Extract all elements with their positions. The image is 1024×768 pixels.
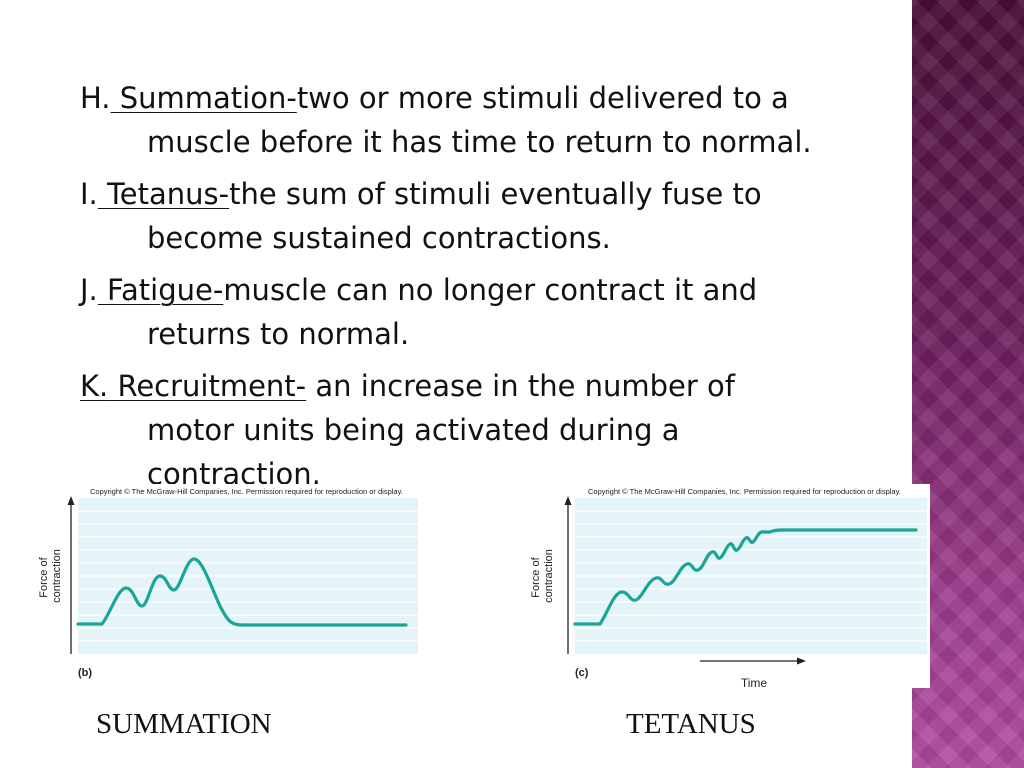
tetanus-figure: Copyright © The McGraw-Hill Companies, I… [520, 484, 930, 688]
y-axis-arrow-icon [67, 496, 75, 505]
item-marker: H. [80, 81, 111, 115]
definition-text: muscle can no longer contract it and [223, 273, 758, 307]
summation-graph: Force of contraction (b) [38, 496, 418, 679]
definition-text: the sum of stimuli eventually fuse to [229, 177, 762, 211]
caption-summation: SUMMATION [96, 708, 272, 740]
definition-item-fatigue: J. Fatigue-muscle can no longer contract… [80, 268, 920, 356]
definition-text-continued: returns to normal. [147, 317, 410, 351]
tetanus-graph: Force of contraction (c) Time [530, 496, 927, 688]
force-trace [573, 528, 918, 626]
y-axis-label-line1: Force of [530, 556, 542, 597]
y-axis-label-line2: contraction [51, 549, 63, 603]
y-axis-label-line2: contraction [543, 549, 555, 603]
definition-item-recruitment: K. Recruitment- an increase in the numbe… [80, 364, 920, 496]
term-recruitment: Recruitment- [108, 369, 307, 403]
definition-text-continued: become sustained contractions. [147, 221, 611, 255]
force-trace [76, 557, 408, 627]
y-axis-label-line1: Force of [38, 556, 50, 597]
definition-text: an increase in the number of [306, 369, 735, 403]
caption-tetanus: TETANUS [626, 708, 756, 740]
copyright-notice: Copyright © The McGraw-Hill Companies, I… [588, 487, 901, 496]
panel-label: (c) [575, 667, 589, 679]
summation-figure: Copyright © The McGraw-Hill Companies, I… [30, 484, 430, 686]
term-tetanus: Tetanus- [97, 177, 230, 211]
panel-label: (b) [78, 667, 92, 679]
term-summation: Summation- [110, 81, 297, 115]
definition-item-tetanus: I. Tetanus-the sum of stimuli eventually… [80, 172, 920, 260]
definition-text-continued: motor units being activated during a [147, 413, 680, 447]
definition-item-summation: H. Summation-two or more stimuli deliver… [80, 76, 920, 164]
gridlines [78, 510, 418, 642]
gridlines [575, 510, 927, 642]
item-marker: J. [80, 273, 98, 307]
y-axis-arrow-icon [564, 496, 572, 505]
decorative-side-band [912, 0, 1024, 768]
time-arrow-icon [797, 657, 806, 665]
copyright-notice: Copyright © The McGraw-Hill Companies, I… [90, 487, 403, 496]
y-axis-label: Force of contraction [530, 549, 555, 603]
item-marker: I. [80, 177, 98, 211]
x-axis-label: Time [741, 676, 768, 688]
definition-text-continued: muscle before it has time to return to n… [147, 125, 812, 159]
definition-list: H. Summation-two or more stimuli deliver… [80, 76, 920, 504]
item-marker: K. [80, 369, 109, 403]
definition-text: two or more stimuli delivered to a [296, 81, 789, 115]
term-fatigue: Fatigue- [97, 273, 224, 307]
y-axis-label: Force of contraction [38, 549, 63, 603]
